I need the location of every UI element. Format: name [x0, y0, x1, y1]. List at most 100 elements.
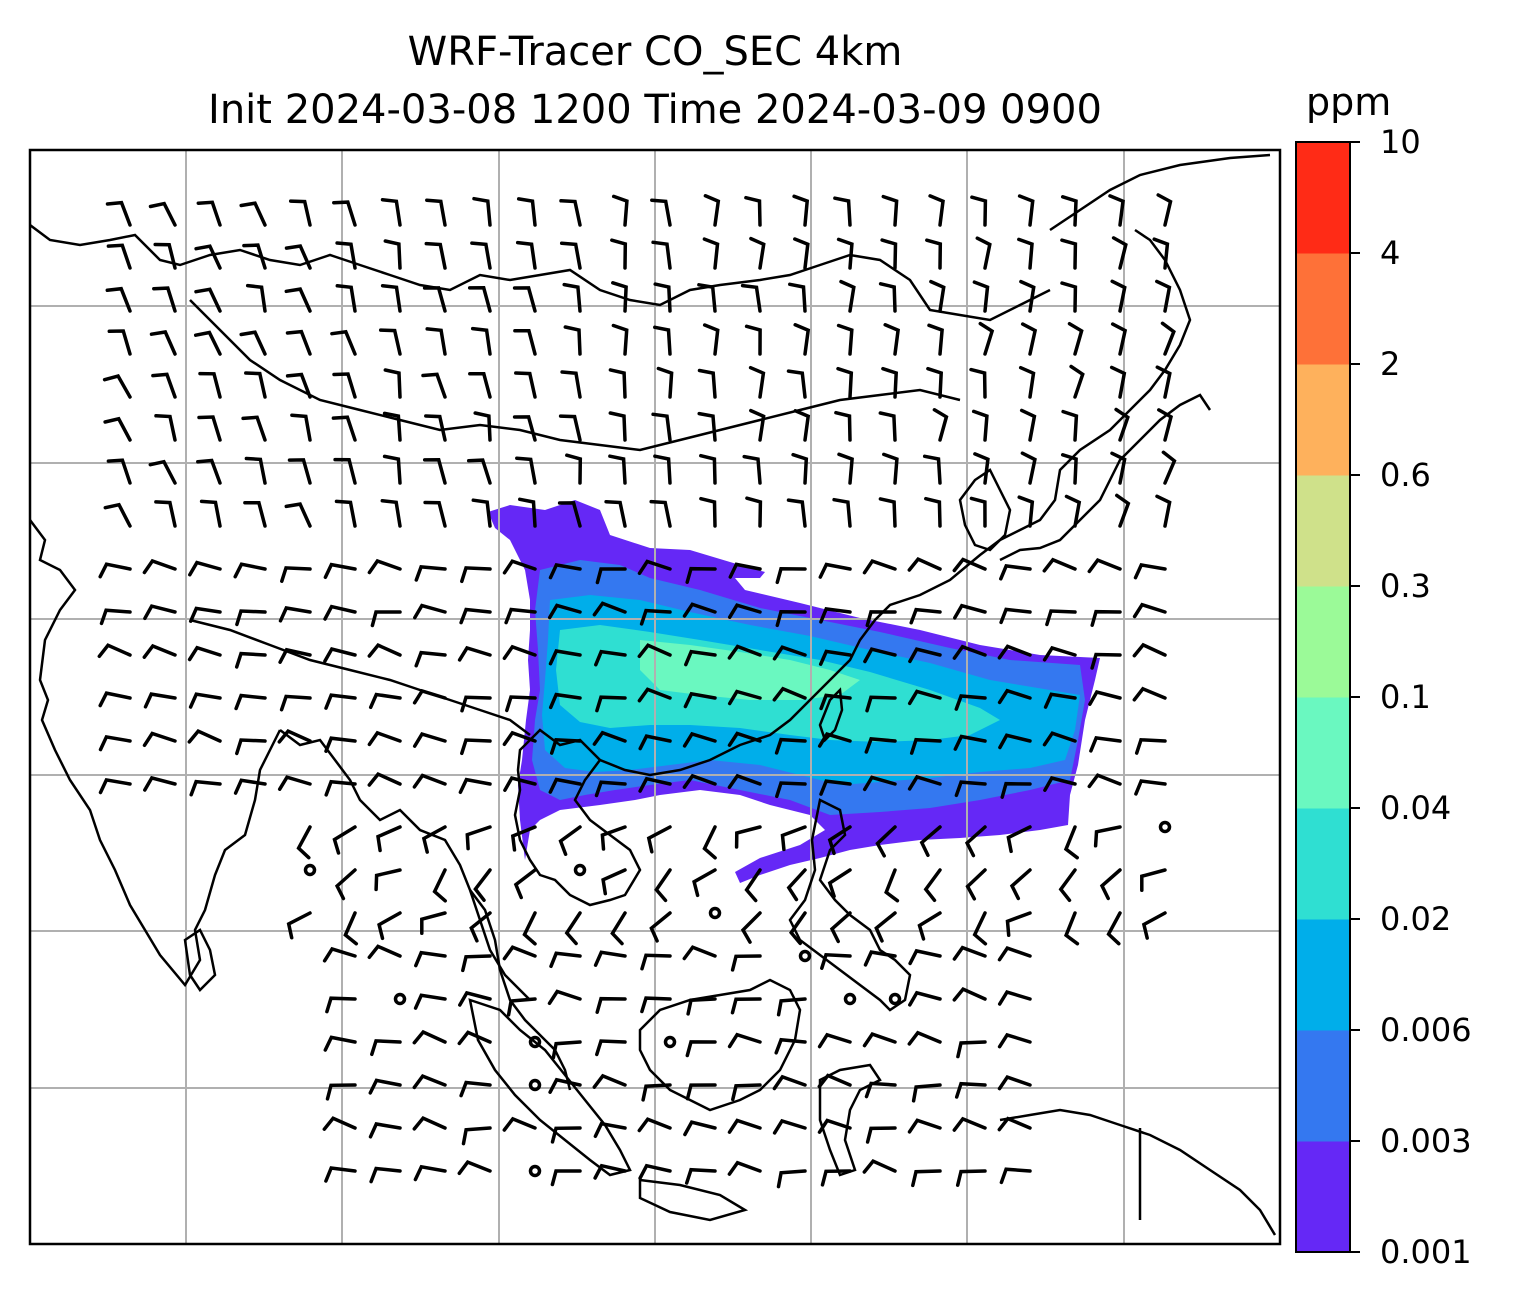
wind-barb [277, 775, 312, 791]
coastline-philippines [788, 798, 912, 1012]
wind-barb [425, 327, 447, 356]
wind-barb [1064, 494, 1082, 528]
calm-wind-marker [663, 1035, 677, 1049]
wind-barb [837, 452, 854, 485]
coastline-southeast-asia [513, 728, 642, 907]
wind-barb [637, 687, 672, 703]
wind-barb [772, 1074, 807, 1091]
wind-barb [788, 911, 807, 946]
wind-barb [241, 415, 267, 442]
wind-barb [290, 413, 312, 442]
wind-barb [516, 197, 537, 227]
wind-barb [640, 996, 672, 1014]
wind-barb [954, 780, 987, 798]
wind-barb [188, 560, 222, 577]
wind-barb [682, 731, 717, 748]
wind-barb [772, 1118, 807, 1135]
wind-barb [465, 825, 492, 851]
wind-barb [793, 237, 810, 270]
wind-barb [414, 565, 447, 582]
plume-peak-contour [640, 640, 860, 700]
wind-barb [775, 567, 807, 585]
wind-barb [909, 607, 942, 625]
wind-barb [1109, 365, 1127, 399]
wind-barb [382, 454, 402, 485]
wind-barb [862, 1159, 897, 1174]
wind-barb [650, 198, 672, 227]
wind-barb [1090, 652, 1122, 670]
wind-barb [975, 236, 992, 270]
coastline-malay-peninsula [469, 889, 572, 1091]
border-china-inner [189, 299, 961, 452]
wind-barb [774, 1037, 807, 1055]
wind-barb [832, 497, 852, 528]
wind-barb [776, 1169, 807, 1189]
wind-barb [682, 945, 717, 961]
wind-barb [594, 780, 627, 798]
wind-barb [1156, 193, 1173, 227]
colorbar-tick-label: 0.3 [1380, 567, 1431, 605]
wind-barb [1069, 364, 1085, 399]
wind-barb [288, 199, 312, 227]
wind-barb [106, 243, 132, 270]
wind-barb [1060, 453, 1078, 485]
wind-barb [98, 734, 132, 752]
wind-barb [791, 452, 809, 485]
wind-barb [103, 416, 132, 442]
wind-barb [793, 323, 811, 356]
wind-barb [817, 1118, 852, 1134]
calm-wind-marker [888, 992, 902, 1006]
wind-barb [458, 777, 492, 795]
wind-barb [280, 566, 312, 583]
wind-barb [323, 562, 357, 580]
wind-barb [550, 1169, 582, 1187]
wind-barb [699, 496, 717, 528]
wind-barb [334, 499, 357, 528]
wind-barb [601, 868, 627, 896]
wind-barb [952, 557, 987, 573]
wind-barb [881, 366, 899, 399]
wind-barb [907, 557, 942, 572]
calm-wind-marker [393, 992, 407, 1006]
wind-barb [1155, 279, 1172, 313]
coastline-srilanka [183, 928, 217, 992]
wind-barb [637, 559, 672, 576]
border-himalaya [189, 618, 531, 736]
coastline-china [599, 228, 1192, 777]
wind-barb [380, 197, 402, 227]
wind-barb [792, 194, 810, 227]
wind-barb [564, 911, 582, 946]
wind-barb [638, 1163, 672, 1180]
wind-barb [593, 1121, 627, 1139]
coastline-japan [999, 393, 1212, 562]
wind-barb [1017, 237, 1034, 270]
wind-barb [550, 1126, 582, 1144]
wind-barb [323, 604, 357, 621]
wind-barb [1134, 737, 1167, 755]
calm-wind-marker [573, 863, 587, 877]
wind-barb [286, 911, 312, 940]
wind-barb [742, 454, 762, 485]
wind-barb [457, 1159, 492, 1176]
wind-barb [423, 500, 447, 528]
wind-barb [471, 498, 492, 528]
wind-barb [467, 286, 492, 313]
wind-barb [322, 946, 357, 963]
wind-barb [1043, 692, 1077, 709]
wind-barb [788, 282, 807, 313]
wind-barb [460, 566, 492, 584]
wind-barb [702, 237, 720, 270]
wind-barb [563, 325, 582, 356]
wind-barb [952, 945, 987, 961]
wind-barb [1108, 194, 1125, 227]
wind-barb [335, 241, 357, 270]
wind-barb [610, 911, 627, 946]
calm-wind-marker [708, 906, 722, 920]
wind-barb [998, 733, 1032, 750]
wind-barb [972, 280, 990, 313]
wind-barb [793, 409, 811, 442]
wind-barb [505, 695, 537, 713]
wind-barb [744, 868, 762, 903]
wind-barb [775, 610, 807, 628]
wind-barb [776, 997, 807, 1017]
